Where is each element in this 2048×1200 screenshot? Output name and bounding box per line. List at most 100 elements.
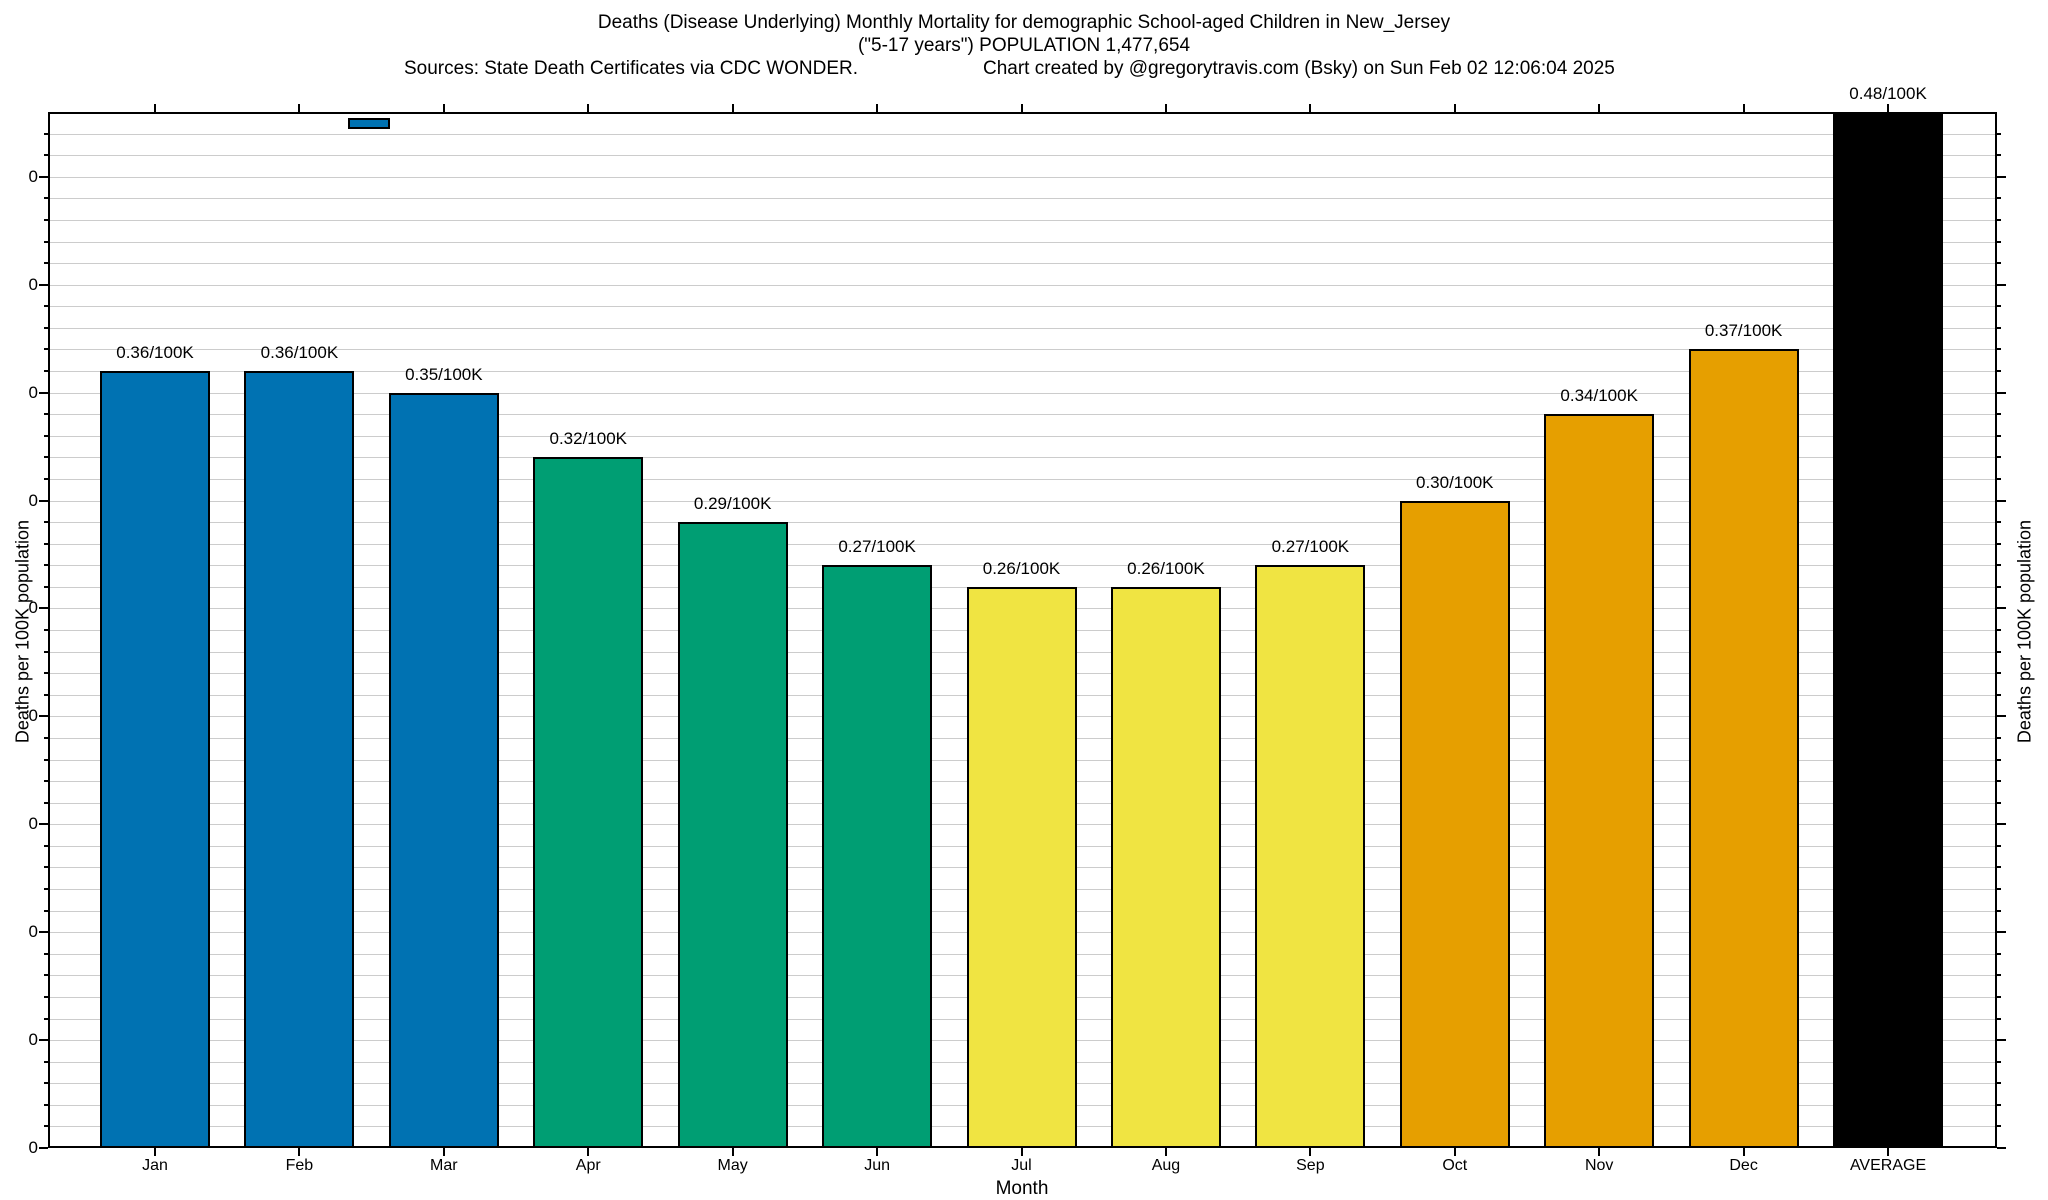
- bar-average: [1833, 112, 1944, 1148]
- y-tick-left: [44, 801, 48, 804]
- y-tick-right: [1997, 866, 2001, 869]
- x-tick-bottom: [1309, 1148, 1312, 1156]
- bar-value-label-may: 0.29/100K: [693, 494, 772, 514]
- bar-nov: [1544, 414, 1655, 1148]
- x-tick-bottom: [442, 1148, 445, 1156]
- x-tick-label-average: AVERAGE: [1849, 1157, 1927, 1174]
- y-tick-left: [44, 456, 48, 459]
- y-tick-right: [1997, 1039, 2006, 1042]
- y-gridline: [50, 435, 1995, 437]
- y-tick-label: 0: [28, 490, 38, 510]
- x-tick-top: [1309, 104, 1312, 112]
- y-tick-right: [1997, 218, 2001, 221]
- y-tick-left: [44, 305, 48, 308]
- y-tick-right: [1997, 974, 2001, 977]
- y-tick-right: [1997, 758, 2001, 761]
- y-tick-left: [44, 1125, 48, 1128]
- y-tick-right: [1997, 1125, 2001, 1128]
- x-tick-bottom: [154, 1148, 156, 1156]
- y-tick-left: [44, 1082, 48, 1085]
- y-gridline: [50, 241, 1995, 243]
- y-tick-right: [1997, 348, 2001, 351]
- bar-oct: [1399, 500, 1510, 1148]
- x-tick-bottom: [587, 1148, 590, 1156]
- y-gridline: [50, 478, 1995, 480]
- x-tick-label-apr: Apr: [575, 1157, 601, 1174]
- y-tick-right: [1997, 909, 2001, 912]
- y-tick-left: [44, 197, 48, 200]
- bar-value-label-jan: 0.36/100K: [116, 343, 194, 362]
- y-tick-left: [44, 866, 48, 869]
- y-gridline: [50, 198, 1995, 200]
- y-tick-right: [1997, 715, 2006, 718]
- y-tick-label: 0: [28, 598, 38, 618]
- bar-aug: [1110, 586, 1221, 1148]
- x-tick-label-oct: Oct: [1442, 1157, 1468, 1174]
- y-tick-right: [1997, 434, 2001, 437]
- y-tick-left: [44, 693, 48, 696]
- bar-jul: [966, 586, 1077, 1148]
- x-tick-top: [298, 104, 301, 112]
- y-tick-right: [1997, 1060, 2001, 1063]
- y-tick-left: [39, 391, 48, 394]
- y-tick-left: [44, 909, 48, 912]
- y-tick-right: [1997, 477, 2001, 480]
- y-tick-left: [44, 218, 48, 221]
- y-tick-right: [1997, 283, 2006, 286]
- y-tick-right: [1997, 888, 2001, 890]
- y-tick-left: [44, 629, 48, 631]
- y-tick-right: [1997, 521, 2001, 524]
- y-gridline: [50, 349, 1995, 351]
- y-tick-right: [1997, 672, 2001, 675]
- x-tick-label-sep: Sep: [1296, 1157, 1325, 1174]
- y-tick-right: [1997, 585, 2001, 588]
- y-tick-left: [44, 888, 48, 890]
- x-tick-label-feb: Feb: [285, 1157, 314, 1174]
- x-tick-label-jun: Jun: [864, 1157, 890, 1174]
- chart-title-line1: Deaths (Disease Underlying) Monthly Mort…: [597, 12, 1451, 33]
- y-tick-right: [1997, 456, 2001, 459]
- y-tick-left: [39, 1039, 48, 1042]
- x-tick-top: [1887, 104, 1890, 112]
- y-tick-left: [39, 715, 48, 718]
- y-tick-right: [1997, 391, 2006, 394]
- y-tick-left: [44, 995, 48, 998]
- y-gridline: [50, 565, 1995, 567]
- y-tick-right: [1997, 1103, 2001, 1106]
- y-tick-left: [39, 283, 48, 286]
- bar-feb: [244, 371, 355, 1148]
- x-tick-bottom: [1598, 1148, 1601, 1156]
- x-tick-top: [876, 104, 879, 112]
- y-tick-left: [44, 154, 48, 157]
- y-tick-left: [44, 240, 48, 243]
- y-tick-right: [1997, 1082, 2001, 1085]
- y-tick-left: [44, 736, 48, 739]
- y-tick-left: [44, 477, 48, 480]
- y-tick-left: [44, 348, 48, 351]
- x-tick-bottom: [1742, 1148, 1745, 1156]
- y-tick-label: 0: [28, 166, 38, 186]
- bar-value-label-mar: 0.35/100K: [405, 364, 483, 384]
- y-gridline: [50, 543, 1995, 545]
- x-tick-top: [1164, 104, 1167, 112]
- y-tick-left: [44, 1017, 48, 1020]
- y-tick-right: [1997, 413, 2001, 416]
- y-tick-right: [1997, 326, 2001, 329]
- x-tick-top: [1453, 104, 1456, 112]
- x-tick-bottom: [876, 1148, 879, 1156]
- x-tick-label-jul: Jul: [1011, 1157, 1032, 1174]
- y-tick-left: [44, 413, 48, 416]
- y-tick-right: [1997, 780, 2001, 783]
- y-gridline: [50, 327, 1995, 329]
- y-tick-right: [1997, 650, 2001, 653]
- y-tick-left: [44, 585, 48, 588]
- y-tick-right: [1997, 823, 2006, 826]
- y-tick-right: [1997, 629, 2001, 631]
- y-tick-left: [39, 607, 48, 610]
- x-tick-bottom: [298, 1148, 301, 1156]
- x-tick-top: [154, 104, 156, 112]
- bar-value-label-dec: 0.37/100K: [1704, 321, 1783, 341]
- y-gridline: [50, 219, 1995, 221]
- y-tick-right: [1997, 607, 2006, 610]
